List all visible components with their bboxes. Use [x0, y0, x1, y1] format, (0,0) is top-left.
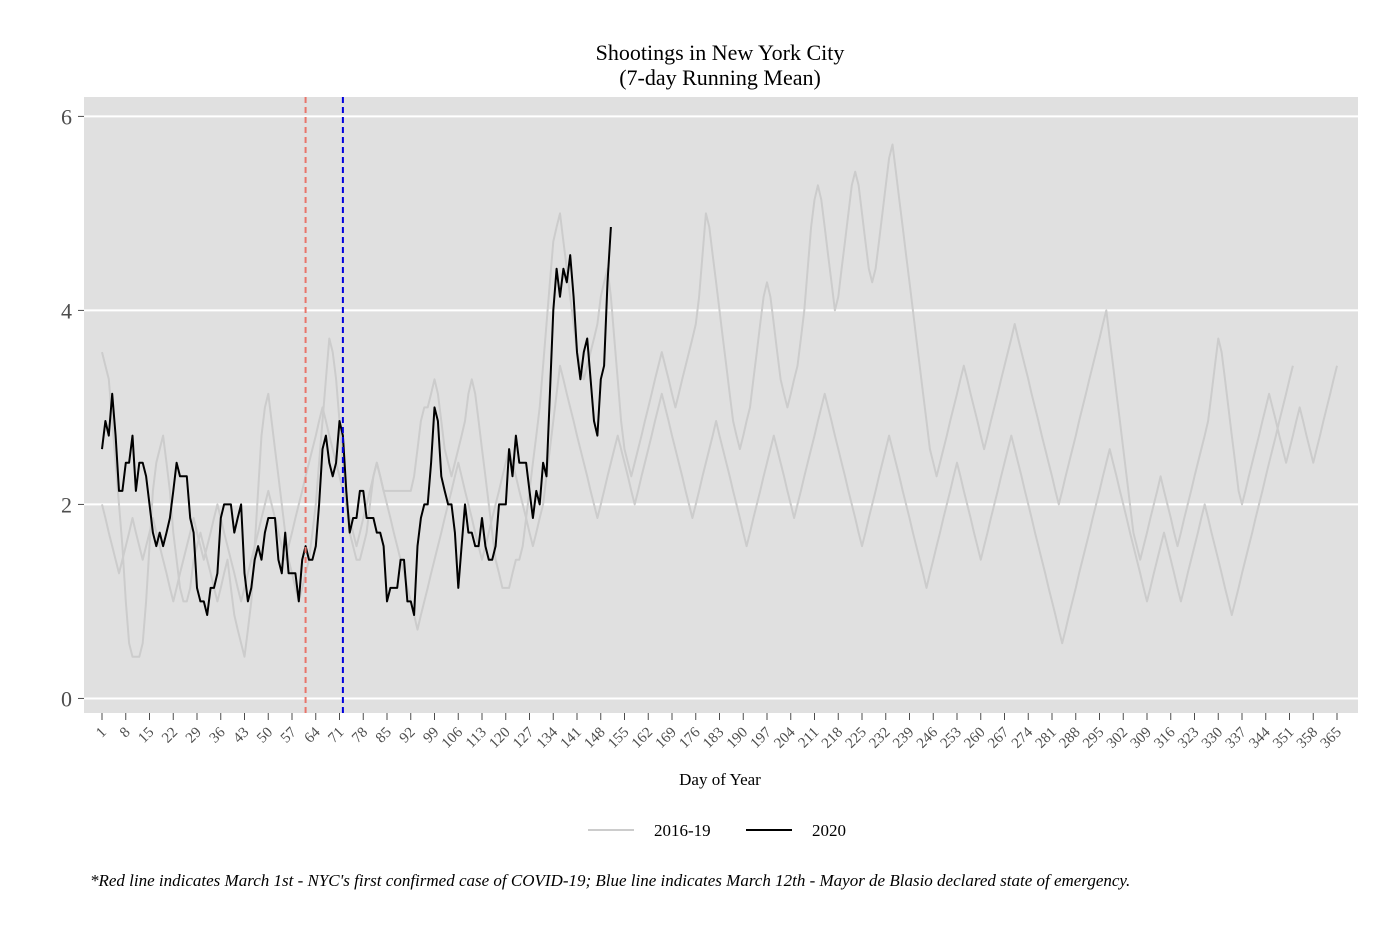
- x-tick-label-22: 22: [159, 725, 181, 747]
- x-tick-label-253: 253: [938, 725, 965, 752]
- x-tick-label-344: 344: [1246, 724, 1274, 752]
- series-group: [101, 143, 1338, 658]
- x-tick-label-29: 29: [183, 725, 205, 747]
- series-line-2016-19-1: [101, 364, 1294, 645]
- x-tick-label-190: 190: [724, 725, 751, 752]
- x-tick-label-64: 64: [302, 724, 324, 746]
- x-tick-label-211: 211: [795, 725, 822, 752]
- x-tick-label-274: 274: [1009, 724, 1037, 752]
- x-tick-label-148: 148: [581, 725, 608, 752]
- y-tick-label-0: 0: [61, 686, 72, 711]
- x-tick-label-183: 183: [700, 725, 727, 752]
- x-tick-label-155: 155: [605, 725, 632, 752]
- x-tick-label-120: 120: [486, 725, 513, 752]
- x-tick-label-169: 169: [653, 725, 680, 752]
- legend-label-2020: 2020: [812, 821, 846, 840]
- gridlines: [84, 115, 1358, 700]
- legend-label-2016-19: 2016-19: [654, 821, 711, 840]
- plot-panel: [84, 97, 1358, 713]
- chart-title-line1: Shootings in New York City: [596, 40, 845, 65]
- legend: 2016-19 2020: [588, 821, 846, 840]
- x-tick-label-85: 85: [373, 725, 395, 747]
- x-tick-label-1: 1: [93, 725, 110, 742]
- y-axis: 0 2 4 6: [61, 104, 84, 711]
- x-tick-label-134: 134: [534, 724, 562, 752]
- x-tick-label-302: 302: [1104, 725, 1131, 752]
- x-tick-label-127: 127: [510, 724, 538, 752]
- x-tick-label-106: 106: [439, 724, 467, 752]
- x-tick-label-141: 141: [558, 725, 585, 752]
- x-tick-label-232: 232: [866, 725, 893, 752]
- x-tick-label-197: 197: [748, 724, 776, 752]
- x-tick-label-204: 204: [771, 724, 799, 752]
- x-tick-label-43: 43: [230, 725, 252, 747]
- series-line-2016-19-0: [101, 143, 1338, 658]
- x-tick-label-225: 225: [843, 725, 870, 752]
- x-tick-label-99: 99: [420, 725, 442, 747]
- x-tick-label-57: 57: [278, 724, 300, 746]
- x-tick-label-36: 36: [207, 724, 229, 746]
- x-tick-label-309: 309: [1128, 725, 1155, 752]
- reference-lines: [304, 97, 344, 713]
- x-tick-label-8: 8: [117, 725, 134, 742]
- x-tick-label-323: 323: [1175, 725, 1202, 752]
- x-tick-label-288: 288: [1056, 725, 1083, 752]
- x-tick-label-316: 316: [1151, 724, 1179, 752]
- x-tick-label-162: 162: [629, 725, 656, 752]
- y-tick-label-2: 2: [61, 492, 72, 517]
- x-tick-label-92: 92: [397, 725, 419, 747]
- caption: *Red line indicates March 1st - NYC's fi…: [90, 871, 1130, 890]
- x-tick-label-239: 239: [890, 725, 917, 752]
- x-tick-label-267: 267: [985, 724, 1013, 752]
- x-axis: 1 8 15 22 29 36 43 50 57 64 71 78 85 92 99106113120127…: [93, 713, 1345, 752]
- x-axis-label: Day of Year: [679, 770, 761, 789]
- x-tick-label-50: 50: [254, 725, 276, 747]
- x-tick-label-246: 246: [914, 724, 942, 752]
- x-tick-label-113: 113: [463, 725, 490, 752]
- x-tick-label-330: 330: [1199, 725, 1226, 752]
- x-tick-label-358: 358: [1294, 725, 1321, 752]
- x-tick-label-295: 295: [1080, 725, 1107, 752]
- x-tick-label-78: 78: [349, 725, 371, 747]
- series-line-2020-2: [101, 226, 612, 616]
- y-tick-label-4: 4: [61, 298, 72, 323]
- chart-title-line2: (7-day Running Mean): [619, 65, 821, 90]
- x-tick-label-71: 71: [325, 725, 347, 747]
- x-tick-label-337: 337: [1223, 724, 1251, 752]
- x-tick-label-351: 351: [1270, 725, 1297, 752]
- x-tick-label-260: 260: [961, 725, 988, 752]
- x-tick-label-218: 218: [819, 725, 846, 752]
- x-tick-label-15: 15: [135, 725, 157, 747]
- y-tick-label-6: 6: [61, 104, 72, 129]
- x-tick-label-365: 365: [1318, 725, 1345, 752]
- x-tick-label-176: 176: [676, 724, 704, 752]
- x-tick-label-281: 281: [1033, 725, 1060, 752]
